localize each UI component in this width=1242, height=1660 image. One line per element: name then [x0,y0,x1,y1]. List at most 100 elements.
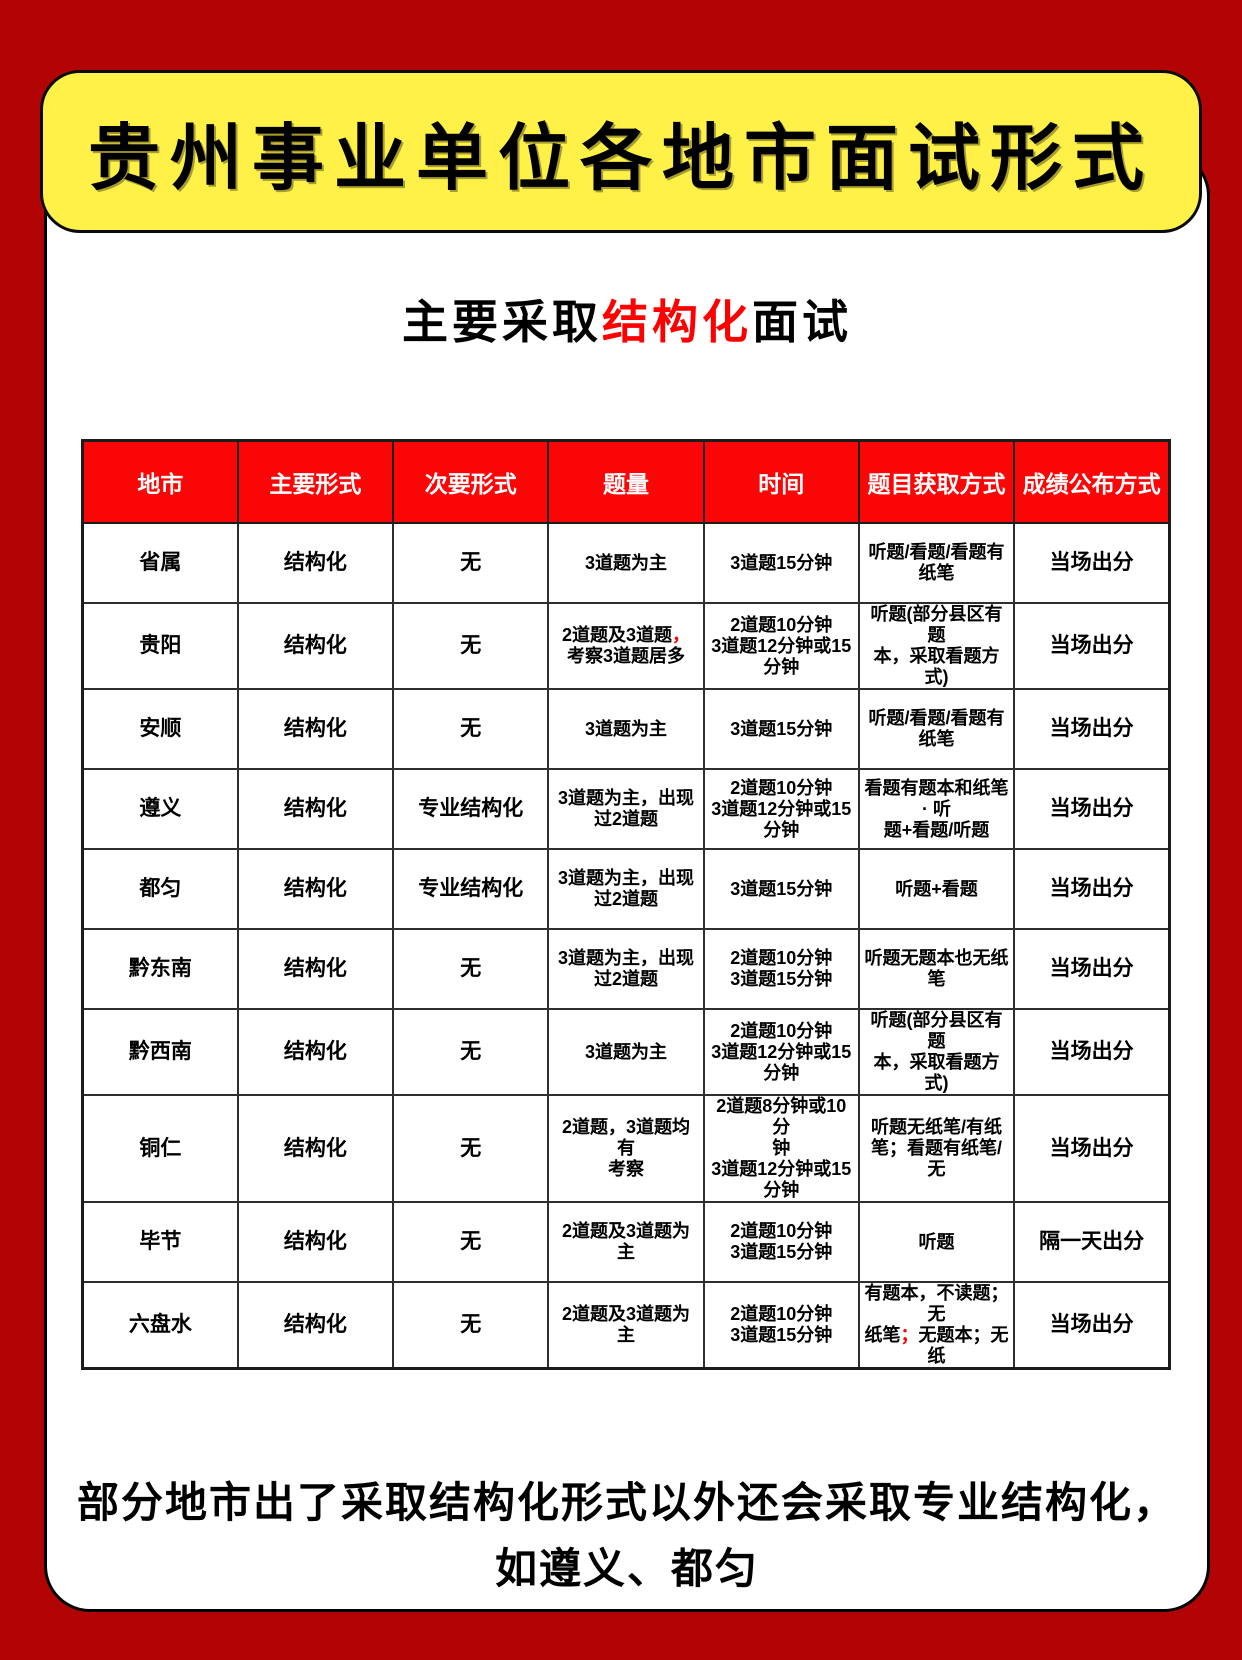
table-cell: 结构化 [236,1281,395,1370]
table-row: 铜仁 结构化 无 2道题，3道题均有 考察 2道题8分钟或10分 钟 3道题12分钟或1… [81,1094,1171,1203]
column-header: 时间 [702,439,860,524]
cell-text: 2道题10分钟 3道题12分钟或15 分钟 [711,614,852,677]
cell-text: 3道题为主，出现 过2道题 [557,948,694,989]
cell-text: 2道题，3道题均有 考察 [561,1117,690,1179]
cell-text: 有题本，不读题； 无 纸笔 [864,1283,1009,1345]
cell-text: 隔一天出分 [1039,1230,1145,1253]
cell-text: 听题无纸笔/有纸 笔；看题有纸笔/ 无 [871,1117,1003,1179]
table-cell: 隔一天出分 [1013,1201,1171,1283]
column-header: 次要形式 [392,439,550,524]
footer-note: 部分地市出了采取结构化形式以外还会采取专业结构化， 如遵义、都匀 [47,1470,1207,1602]
cell-text: 当场出分 [1049,551,1134,574]
cell-text: 专业结构化 [418,797,524,820]
table-cell: 无 [392,522,550,604]
table-cell: 黔西南 [81,1008,239,1096]
table-row: 省属 结构化 无 3道题为主 3道题15分钟 听题/看题/看题有 纸笔 当场出分 [81,522,1171,604]
table-cell: 看题有题本和纸笔 · 听 题+看题/听题 [857,768,1016,850]
table-cell: 听题/看题/看题有 纸笔 [857,522,1016,604]
cell-text: 听题(部分县区有 题 本，采取看题方 式) [870,604,1003,687]
cell-text: 无 [460,1136,482,1160]
cell-text: 2道题10分钟 3道题15分钟 [730,948,833,989]
cell-text: 专业结构化 [418,877,524,900]
table-cell: 当场出分 [1013,928,1171,1010]
table-row: 遵义 结构化 专业结构化 3道题为主，出现 过2道题 2道题10分钟 3道题12分钟或1… [81,768,1171,850]
table-cell: 当场出分 [1013,1094,1171,1203]
cell-text: 2道题及3道题为主 [561,1304,690,1345]
cell-text: 听题/看题/看题有 纸笔 [868,542,1005,583]
column-header: 题目获取方式 [857,439,1016,524]
table-cell: 当场出分 [1013,602,1171,690]
cell-text: 结构化 [283,717,347,740]
cell-text: 铜仁 [139,1136,182,1160]
cell-text: 结构化 [283,1136,347,1160]
table-cell: 2道题10分钟 3道题15分钟 [702,1281,860,1370]
cell-text: 3道题为主，出现 过2道题 [557,788,694,829]
cell-text: 结构化 [283,1313,347,1336]
subtitle-prefix: 主要采取 [402,296,602,348]
table-cell: 听题(部分县区有 题 本，采取看题方 式) [857,602,1016,690]
cell-text: 六盘水 [128,1313,192,1336]
table-cell: 听题+看题 [857,848,1016,930]
cell-text: 无 [460,634,482,657]
cell-text: 无 [460,1313,482,1336]
cell-text: 无 [460,1230,482,1253]
table-cell: 结构化 [236,1008,395,1096]
cell-text: 当场出分 [1049,1313,1134,1336]
subtitle-highlight: 结构化 [602,296,752,348]
table-cell: 听题 [857,1201,1016,1283]
cell-text: 省属 [139,551,182,574]
table-cell: 2道题10分钟 3道题12分钟或15 分钟 [702,602,860,690]
table-cell: 都匀 [81,848,239,930]
city-interview-table: 地市 主要形式 次要形式 题量 时间 题目获取方式 成绩公布方式 省属 结构化无 3道题为主 3道… [81,439,1171,1370]
table-cell: 3道题为主 [547,522,705,604]
table-header: 地市 主要形式 次要形式 题量 时间 题目获取方式 成绩公布方式 [81,439,1171,524]
table-cell: 无 [392,1281,550,1370]
table-cell: 六盘水 [81,1281,239,1370]
table-row: 安顺 结构化 无 3道题为主 3道题15分钟 听题/看题/看题有 纸笔 当场出分 [81,688,1171,770]
table-cell: 2道题10分钟 3道题15分钟 [702,1201,860,1283]
cell-text: 当场出分 [1049,634,1134,657]
cell-text: 结构化 [283,797,347,820]
cell-text: ； [900,1325,919,1345]
cell-text: 3道题15分钟 [730,552,833,573]
subtitle-suffix: 面试 [752,296,852,348]
table-row: 毕节 结构化 无 2道题及3道题为主 2道题10分钟 3道题15分钟 听题 隔一天出分 [81,1201,1171,1283]
title-banner: 贵州事业单位各地市面试形式 [40,70,1202,233]
cell-text: 当场出分 [1049,1136,1134,1160]
table-cell: 3道题15分钟 [702,522,860,604]
table-cell: 3道题15分钟 [702,688,860,770]
table-cell: 结构化 [236,848,395,930]
table-cell: 结构化 [236,602,395,690]
table-cell: 无 [392,1008,550,1096]
table-cell: 遵义 [81,768,239,850]
footer-line-1: 部分地市出了采取结构化形式以外还会采取专业结构化， [76,1479,1177,1526]
table-cell: 听题/看题/看题有 纸笔 [857,688,1016,770]
table-cell: 当场出分 [1013,768,1171,850]
cell-text: 无 [460,1040,482,1063]
table-row: 黔东南 结构化 无 3道题为主，出现 过2道题 2道题10分钟 3道题15分钟 听题无题本… [81,928,1171,1010]
table-cell: 省属 [81,522,239,604]
table-cell: 无 [392,1094,550,1203]
table-cell: 当场出分 [1013,522,1171,604]
table-cell: 专业结构化 [392,848,550,930]
table-cell: 3道题15分钟 [702,848,860,930]
cell-text: 当场出分 [1049,877,1134,900]
table-cell: 3道题为主，出现 过2道题 [547,928,705,1010]
cell-text: 听题(部分县区有 题 本，采取看题方 式) [870,1010,1003,1093]
column-header: 题量 [547,439,705,524]
table-row: 贵阳 结构化无 2道题及3道题，考察3道题居多 2道题10分钟 3道题12分钟或15 … [81,602,1171,690]
page-title: 贵州事业单位各地市面试形式 [87,119,1154,199]
table-cell: 2道题及3道题，考察3道题居多 [547,602,705,690]
cell-text: 毕节 [139,1230,182,1253]
column-header: 主要形式 [236,439,395,524]
table-cell: 无 [392,688,550,770]
table-row: 黔西南 结构化 无 3道题为主 2道题10分钟 3道题12分钟或15 分钟 听题(部分县区… [81,1008,1171,1096]
table-cell: 结构化 [236,1094,395,1203]
table-cell: 2道题8分钟或10分 钟 3道题12分钟或15 分钟 [702,1094,860,1203]
table-cell: 听题无题本也无纸 笔 [857,928,1016,1010]
cell-text: 听题+看题 [895,878,978,899]
cell-text: 安顺 [139,717,182,740]
cell-text: 黔东南 [128,957,192,980]
cell-text: 考察3道题居多 [566,646,685,666]
table-cell: 无 [392,928,550,1010]
